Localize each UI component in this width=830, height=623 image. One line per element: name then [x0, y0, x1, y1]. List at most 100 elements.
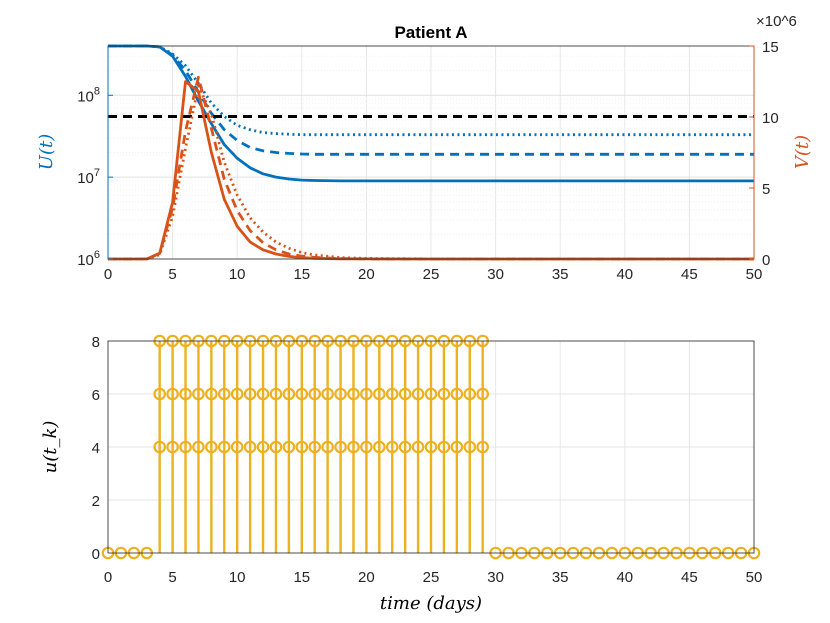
- bottom-x-tick-label: 0: [104, 569, 112, 586]
- top-ticks: 0 5 10 15 20 25 30 35 40 45 50 106 107 108 0 5 10 15: [77, 39, 779, 283]
- dose-marker: [256, 440, 270, 454]
- bottom-plot-frame: [107, 340, 755, 554]
- dose-marker: [398, 387, 412, 401]
- dose-marker: [205, 387, 218, 401]
- top-left-tick-label: 106: [77, 249, 100, 269]
- dose-marker: [476, 387, 489, 401]
- dose-marker: [424, 387, 438, 401]
- dose-marker: [217, 387, 231, 401]
- top-x-tick-label: 50: [746, 266, 763, 283]
- dose-marker: [205, 440, 218, 454]
- dose-marker: [295, 387, 309, 401]
- dose-marker: [334, 440, 347, 454]
- top-right-tick-label: 0: [762, 252, 770, 269]
- top-x-tick-label: 40: [616, 266, 633, 283]
- dose-marker: [230, 440, 244, 454]
- top-x-tick-label: 15: [293, 266, 310, 283]
- bottom-x-tick-label: 25: [423, 569, 440, 586]
- dose-marker: [476, 440, 489, 454]
- top-x-tick-label: 20: [358, 266, 375, 283]
- bottom-plot: 0 5 10 15 20 25 30 35 40 45 50 0 2 4 6 8 u(t_k) time (d…: [40, 334, 762, 614]
- dose-marker: [308, 440, 322, 454]
- dose-marker: [217, 440, 231, 454]
- top-x-tick-label: 30: [487, 266, 504, 283]
- dose-marker: [192, 440, 205, 454]
- top-x-tick-label: 10: [229, 266, 246, 283]
- bottom-y-axis-label: u(t_k): [40, 421, 61, 474]
- dose-marker: [437, 440, 451, 454]
- top-x-tick-label: 0: [104, 266, 112, 283]
- dose-marker: [179, 387, 192, 401]
- dose-marker: [424, 440, 438, 454]
- dose-marker: [269, 440, 283, 454]
- dose-marker: [360, 440, 373, 454]
- dose-marker: [153, 387, 166, 401]
- top-title: Patient A: [394, 23, 467, 42]
- bottom-x-tick-label: 5: [168, 569, 176, 586]
- top-right-tick-label: 5: [762, 181, 770, 198]
- bottom-x-tick-label: 40: [616, 569, 633, 586]
- dose-marker: [385, 387, 399, 401]
- top-right-axis-label: V(t): [792, 135, 813, 169]
- top-plot: 0 5 10 15 20 25 30 35 40 45 50 106 107 108 0 5 10 15 Pati…: [36, 13, 813, 283]
- dose-marker: [230, 387, 244, 401]
- dose-marker: [179, 440, 192, 454]
- dose-marker: [373, 440, 386, 454]
- dose-marker: [437, 387, 451, 401]
- top-left-tick-label: 108: [77, 85, 100, 105]
- top-x-tick-label: 25: [423, 266, 440, 283]
- right-axis-multiplier: ×10^6: [756, 13, 797, 30]
- dose-marker: [269, 387, 283, 401]
- dose-marker: [321, 387, 334, 401]
- bottom-x-tick-label: 35: [552, 569, 569, 586]
- dose-marker: [243, 387, 257, 401]
- bottom-y-tick-label: 4: [92, 440, 100, 457]
- series-u-dotted: [108, 44, 754, 137]
- bottom-y-tick-label: 2: [92, 493, 100, 510]
- bottom-x-tick-label: 15: [293, 569, 310, 586]
- series-u-solid: [108, 44, 754, 183]
- dose-marker: [334, 387, 347, 401]
- top-right-tick-label: 10: [762, 110, 779, 127]
- bottom-x-tick-label: 30: [487, 569, 504, 586]
- dose-marker: [347, 440, 360, 454]
- dose-marker: [166, 440, 179, 454]
- bottom-x-tick-label: 20: [358, 569, 375, 586]
- dose-marker: [385, 440, 399, 454]
- top-x-tick-label: 45: [681, 266, 698, 283]
- dose-marker: [463, 387, 477, 401]
- bottom-y-tick-label: 0: [92, 546, 100, 563]
- dose-marker: [463, 440, 477, 454]
- top-right-tick-label: 15: [762, 39, 779, 56]
- dose-marker: [256, 387, 270, 401]
- dose-marker: [373, 387, 386, 401]
- bottom-ticks: 0 5 10 15 20 25 30 35 40 45 50 0 2 4 6 8: [92, 334, 763, 586]
- dose-marker: [411, 440, 425, 454]
- dose-marker: [166, 387, 179, 401]
- bottom-y-tick-label: 6: [92, 387, 100, 404]
- top-x-tick-label: 5: [168, 266, 176, 283]
- dose-marker: [295, 440, 309, 454]
- dose-marker: [321, 440, 334, 454]
- bottom-x-tick-label: 50: [746, 569, 763, 586]
- series-u-dashed: [108, 44, 754, 156]
- dose-marker: [347, 387, 360, 401]
- series-v-dashed: [108, 75, 754, 261]
- dose-marker: [282, 387, 296, 401]
- dose-marker: [398, 440, 412, 454]
- bottom-x-axis-label: time (days): [380, 593, 482, 614]
- bottom-x-tick-label: 45: [681, 569, 698, 586]
- dose-marker: [308, 387, 322, 401]
- dose-marker: [282, 440, 296, 454]
- dose-marker: [153, 440, 166, 454]
- top-x-tick-label: 35: [552, 266, 569, 283]
- dose-marker: [192, 387, 205, 401]
- dose-marker: [243, 440, 257, 454]
- dose-marker: [411, 387, 425, 401]
- bottom-y-tick-label: 8: [92, 334, 100, 351]
- bottom-x-tick-label: 10: [229, 569, 246, 586]
- dose-marker: [450, 387, 464, 401]
- dose-marker: [360, 387, 373, 401]
- top-left-tick-label: 107: [77, 167, 100, 187]
